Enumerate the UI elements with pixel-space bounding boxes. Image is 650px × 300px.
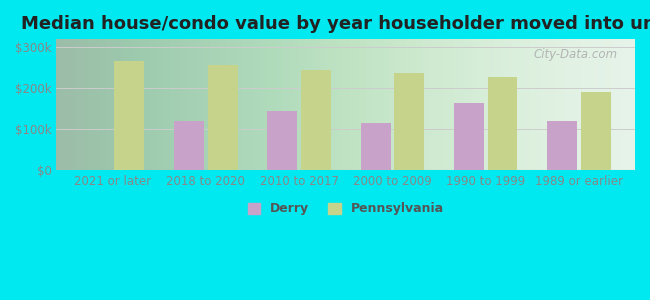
Text: City-Data.com: City-Data.com <box>534 48 618 61</box>
Bar <box>454 103 484 170</box>
Bar <box>581 92 611 170</box>
Bar <box>488 76 517 170</box>
Bar <box>395 73 424 170</box>
Legend: Derry, Pennsylvania: Derry, Pennsylvania <box>244 199 447 219</box>
Bar <box>207 65 237 170</box>
Bar <box>114 61 144 170</box>
Bar <box>301 70 331 170</box>
Bar <box>547 121 577 170</box>
Title: Median house/condo value by year householder moved into unit: Median house/condo value by year househo… <box>21 15 650 33</box>
Bar <box>174 121 204 170</box>
Bar <box>267 111 297 170</box>
Bar <box>361 123 391 170</box>
